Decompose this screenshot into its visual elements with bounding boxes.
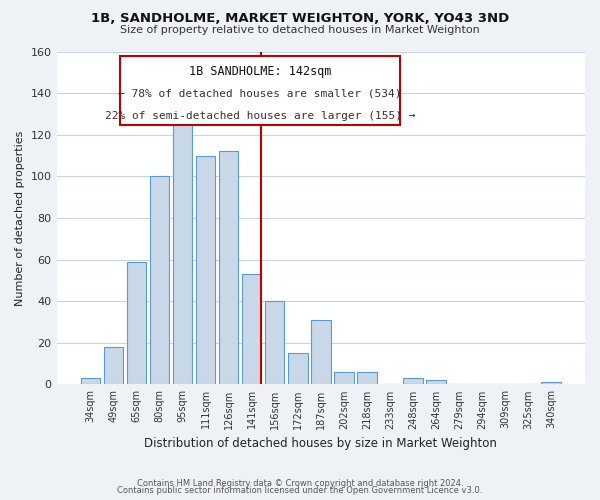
Text: Size of property relative to detached houses in Market Weighton: Size of property relative to detached ho… <box>120 25 480 35</box>
Bar <box>127 262 146 384</box>
Bar <box>426 380 446 384</box>
Bar <box>80 378 100 384</box>
Bar <box>242 274 262 384</box>
FancyBboxPatch shape <box>120 56 400 124</box>
X-axis label: Distribution of detached houses by size in Market Weighton: Distribution of detached houses by size … <box>145 437 497 450</box>
Text: ← 78% of detached houses are smaller (534): ← 78% of detached houses are smaller (53… <box>118 88 402 98</box>
Bar <box>173 108 193 384</box>
Text: 22% of semi-detached houses are larger (155) →: 22% of semi-detached houses are larger (… <box>105 112 415 122</box>
Bar <box>196 156 215 384</box>
Bar <box>403 378 423 384</box>
Bar <box>104 347 123 385</box>
Text: 1B SANDHOLME: 142sqm: 1B SANDHOLME: 142sqm <box>189 65 331 78</box>
Bar <box>541 382 561 384</box>
Y-axis label: Number of detached properties: Number of detached properties <box>15 130 25 306</box>
Bar <box>288 353 308 384</box>
Bar <box>311 320 331 384</box>
Text: Contains HM Land Registry data © Crown copyright and database right 2024.: Contains HM Land Registry data © Crown c… <box>137 478 463 488</box>
Bar <box>149 176 169 384</box>
Bar <box>357 372 377 384</box>
Text: 1B, SANDHOLME, MARKET WEIGHTON, YORK, YO43 3ND: 1B, SANDHOLME, MARKET WEIGHTON, YORK, YO… <box>91 12 509 26</box>
Bar <box>334 372 353 384</box>
Text: Contains public sector information licensed under the Open Government Licence v3: Contains public sector information licen… <box>118 486 482 495</box>
Bar <box>265 301 284 384</box>
Bar <box>219 152 238 384</box>
